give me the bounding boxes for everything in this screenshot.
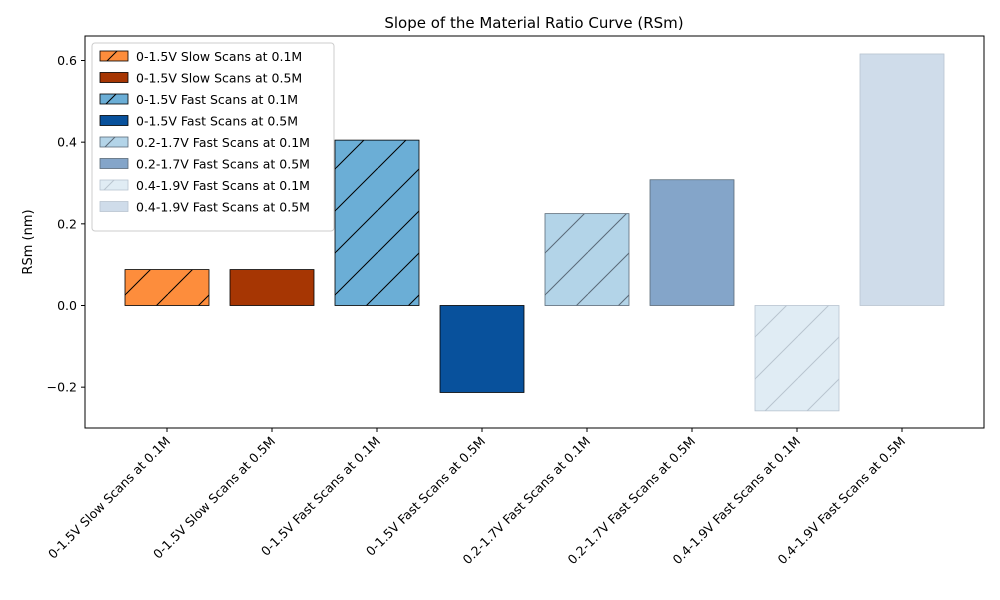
y-axis-label: RSm (nm)	[21, 209, 36, 274]
chart-title: Slope of the Material Ratio Curve (RSm)	[384, 14, 683, 32]
x-tick-label: 0-1.5V Slow Scans at 0.5M	[150, 434, 278, 562]
legend-label: 0-1.5V Slow Scans at 0.5M	[136, 71, 302, 86]
x-tick-label: 0.4-1.9V Fast Scans at 0.5M	[775, 434, 909, 568]
bar-8	[859, 53, 945, 306]
legend-swatch	[99, 201, 129, 212]
legend-label: 0.4-1.9V Fast Scans at 0.1M	[136, 178, 310, 193]
legend-label: 0-1.5V Fast Scans at 0.5M	[136, 114, 298, 129]
x-tick-label: 0-1.5V Slow Scans at 0.1M	[45, 434, 173, 562]
legend-swatch	[99, 50, 129, 62]
legend-label: 0-1.5V Fast Scans at 0.1M	[136, 92, 298, 107]
x-tick-label: 0-1.5V Fast Scans at 0.1M	[258, 434, 383, 559]
bar-6	[649, 179, 735, 306]
bar-4	[439, 305, 525, 393]
legend-box	[91, 42, 335, 232]
bar-7	[754, 305, 840, 412]
y-axis-ticks: −0.2 0.0 0.2 0.4 0.6	[47, 53, 85, 395]
bars-group	[124, 53, 945, 412]
x-tick-label: 0-1.5V Fast Scans at 0.5M	[363, 434, 488, 559]
y-tick-label: 0.4	[57, 135, 77, 150]
plot-frame	[84, 35, 985, 429]
x-axis-ticks: 0-1.5V Slow Scans at 0.1M0-1.5V Slow Sca…	[45, 428, 908, 567]
legend-swatch	[99, 136, 129, 148]
bar-5	[544, 213, 630, 306]
legend-swatch	[99, 158, 129, 169]
legend-label: 0.2-1.7V Fast Scans at 0.1M	[136, 135, 310, 150]
y-tick-label: 0.0	[57, 298, 77, 313]
y-tick-label: −0.2	[47, 380, 77, 395]
bar-1	[124, 269, 210, 306]
bar-3	[334, 139, 420, 306]
legend-swatch	[99, 72, 129, 83]
legend-swatch	[99, 179, 129, 191]
legend-label: 0.2-1.7V Fast Scans at 0.5M	[136, 157, 310, 172]
legend: 0-1.5V Slow Scans at 0.1M 0-1.5V Slow Sca…	[91, 42, 335, 232]
y-tick-label: 0.2	[57, 216, 77, 231]
legend-swatch	[99, 93, 129, 105]
y-tick-label: 0.6	[57, 53, 77, 68]
legend-label: 0-1.5V Slow Scans at 0.1M	[136, 49, 302, 64]
bar-2	[229, 269, 315, 306]
legend-label: 0.4-1.9V Fast Scans at 0.5M	[136, 200, 310, 215]
legend-swatch	[99, 115, 129, 126]
